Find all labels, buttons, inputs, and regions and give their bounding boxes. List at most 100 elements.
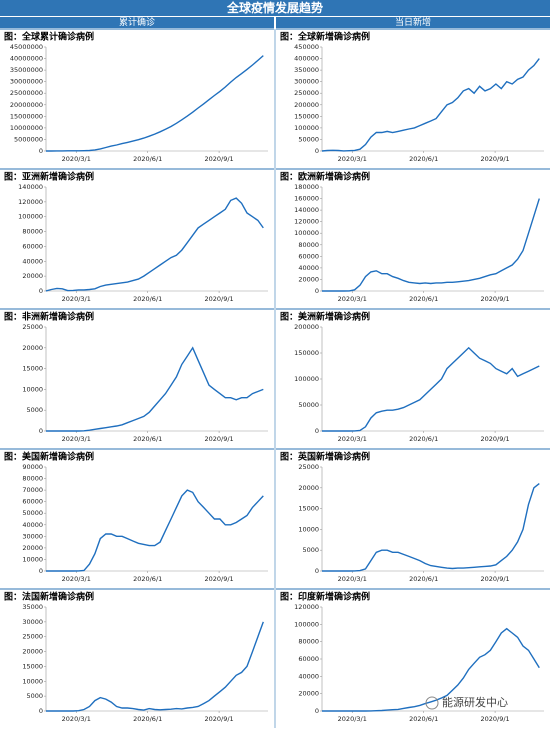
y-tick-label: 0	[39, 147, 43, 155]
y-tick-label: 5000	[26, 692, 43, 700]
subheader-left-text: 累计确诊	[119, 16, 155, 28]
y-tick-label: 250000	[294, 89, 319, 97]
x-tick-label: 2020/3/1	[62, 715, 91, 723]
x-tick-label: 2020/3/1	[338, 575, 367, 583]
series-line	[322, 346, 540, 432]
y-tick-label: 0	[315, 427, 319, 435]
y-tick-label: 0	[315, 707, 319, 715]
y-tick-label: 300000	[294, 78, 319, 86]
series-line	[321, 58, 540, 152]
x-tick-label: 2020/3/1	[338, 295, 367, 303]
chart-title: 图：法国新增确诊病例	[4, 591, 94, 603]
y-tick-label: 80000	[22, 228, 43, 236]
y-tick-label: 450000	[294, 43, 319, 51]
chart-title: 图：全球累计确诊病例	[4, 31, 94, 43]
y-tick-label: 45000000	[10, 43, 43, 51]
y-tick-label: 10000	[298, 525, 319, 533]
y-tick-label: 0	[39, 427, 43, 435]
y-tick-label: 120000	[18, 198, 43, 206]
y-tick-label: 150000	[294, 349, 319, 357]
series-line	[322, 198, 540, 292]
x-tick-label: 2020/6/1	[409, 575, 438, 583]
y-tick-label: 0	[315, 147, 319, 155]
chart-title: 图：印度新增确诊病例	[280, 591, 370, 603]
x-tick-label: 2020/3/1	[338, 435, 367, 443]
x-tick-label: 2020/9/1	[480, 295, 509, 303]
chart-title: 图：美洲新增确诊病例	[280, 311, 370, 323]
y-tick-label: 40000	[22, 257, 43, 265]
x-tick-label: 2020/6/1	[133, 715, 162, 723]
y-tick-label: 100000	[294, 375, 319, 383]
y-tick-label: 80000	[298, 638, 319, 646]
y-tick-label: 20000	[22, 272, 43, 280]
y-tick-label: 60000	[298, 655, 319, 663]
y-tick-label: 50000	[298, 135, 319, 143]
watermark-icon	[425, 696, 439, 710]
chart-title: 图：美国新增确诊病例	[4, 451, 94, 463]
y-tick-label: 30000	[22, 532, 43, 540]
y-tick-label: 20000	[22, 344, 43, 352]
watermark-text: 能源研发中心	[442, 695, 508, 709]
x-tick-label: 2020/6/1	[133, 155, 162, 163]
y-tick-label: 100000	[294, 124, 319, 132]
y-tick-label: 200000	[294, 101, 319, 109]
x-tick-label: 2020/3/1	[62, 435, 91, 443]
x-tick-label: 2020/6/1	[133, 575, 162, 583]
x-tick-label: 2020/3/1	[338, 715, 367, 723]
y-tick-label: 120000	[294, 218, 319, 226]
y-tick-label: 40000	[298, 672, 319, 680]
y-tick-label: 70000	[22, 486, 43, 494]
series-line	[322, 627, 540, 712]
x-tick-label: 2020/9/1	[204, 575, 233, 583]
y-tick-label: 25000	[22, 633, 43, 641]
y-tick-label: 100000	[294, 620, 319, 628]
y-tick-label: 90000	[22, 463, 43, 471]
y-tick-label: 25000	[22, 323, 43, 331]
watermark: 能源研发中心	[425, 695, 508, 710]
chart-title: 图：亚洲新增确诊病例	[4, 171, 94, 183]
y-tick-label: 35000	[22, 603, 43, 611]
y-tick-label: 20000	[298, 484, 319, 492]
x-tick-label: 2020/9/1	[204, 295, 233, 303]
header-title: 全球疫情发展趋势	[226, 0, 323, 15]
y-tick-label: 100000	[18, 213, 43, 221]
series-line	[46, 621, 264, 712]
y-tick-label: 200000	[294, 323, 319, 331]
y-tick-label: 20000	[298, 275, 319, 283]
y-tick-label: 0	[315, 287, 319, 295]
y-tick-label: 20000	[22, 544, 43, 552]
subheader-right	[276, 17, 550, 28]
x-tick-label: 2020/9/1	[204, 715, 233, 723]
x-tick-label: 2020/9/1	[204, 435, 233, 443]
series-line	[45, 197, 264, 292]
y-tick-label: 10000000	[10, 124, 43, 132]
y-tick-label: 5000	[302, 546, 319, 554]
y-tick-label: 350000	[294, 66, 319, 74]
y-tick-label: 400000	[294, 55, 319, 63]
series-line	[322, 483, 540, 572]
y-tick-label: 140000	[18, 183, 43, 191]
y-tick-label: 40000000	[10, 55, 43, 63]
x-tick-label: 2020/9/1	[480, 435, 509, 443]
x-tick-label: 2020/3/1	[62, 575, 91, 583]
x-tick-label: 2020/6/1	[409, 435, 438, 443]
y-tick-label: 25000000	[10, 89, 43, 97]
y-tick-label: 15000	[22, 365, 43, 373]
chart-title: 图：英国新增确诊病例	[280, 451, 370, 463]
subheader-right-text: 当日新增	[395, 16, 431, 28]
y-tick-label: 10000	[22, 385, 43, 393]
y-tick-label: 60000	[298, 252, 319, 260]
y-tick-label: 30000	[22, 618, 43, 626]
chart-title: 图：全球新增确诊病例	[280, 31, 370, 43]
header-bar	[0, 0, 550, 16]
y-tick-label: 80000	[22, 475, 43, 483]
series-line	[46, 346, 264, 432]
y-tick-label: 20000	[22, 648, 43, 656]
y-tick-label: 150000	[294, 112, 319, 120]
y-tick-label: 0	[39, 567, 43, 575]
y-tick-label: 5000000	[14, 135, 43, 143]
y-tick-label: 80000	[298, 241, 319, 249]
chart-title: 图：欧洲新增确诊病例	[280, 171, 370, 183]
y-tick-label: 50000	[298, 401, 319, 409]
